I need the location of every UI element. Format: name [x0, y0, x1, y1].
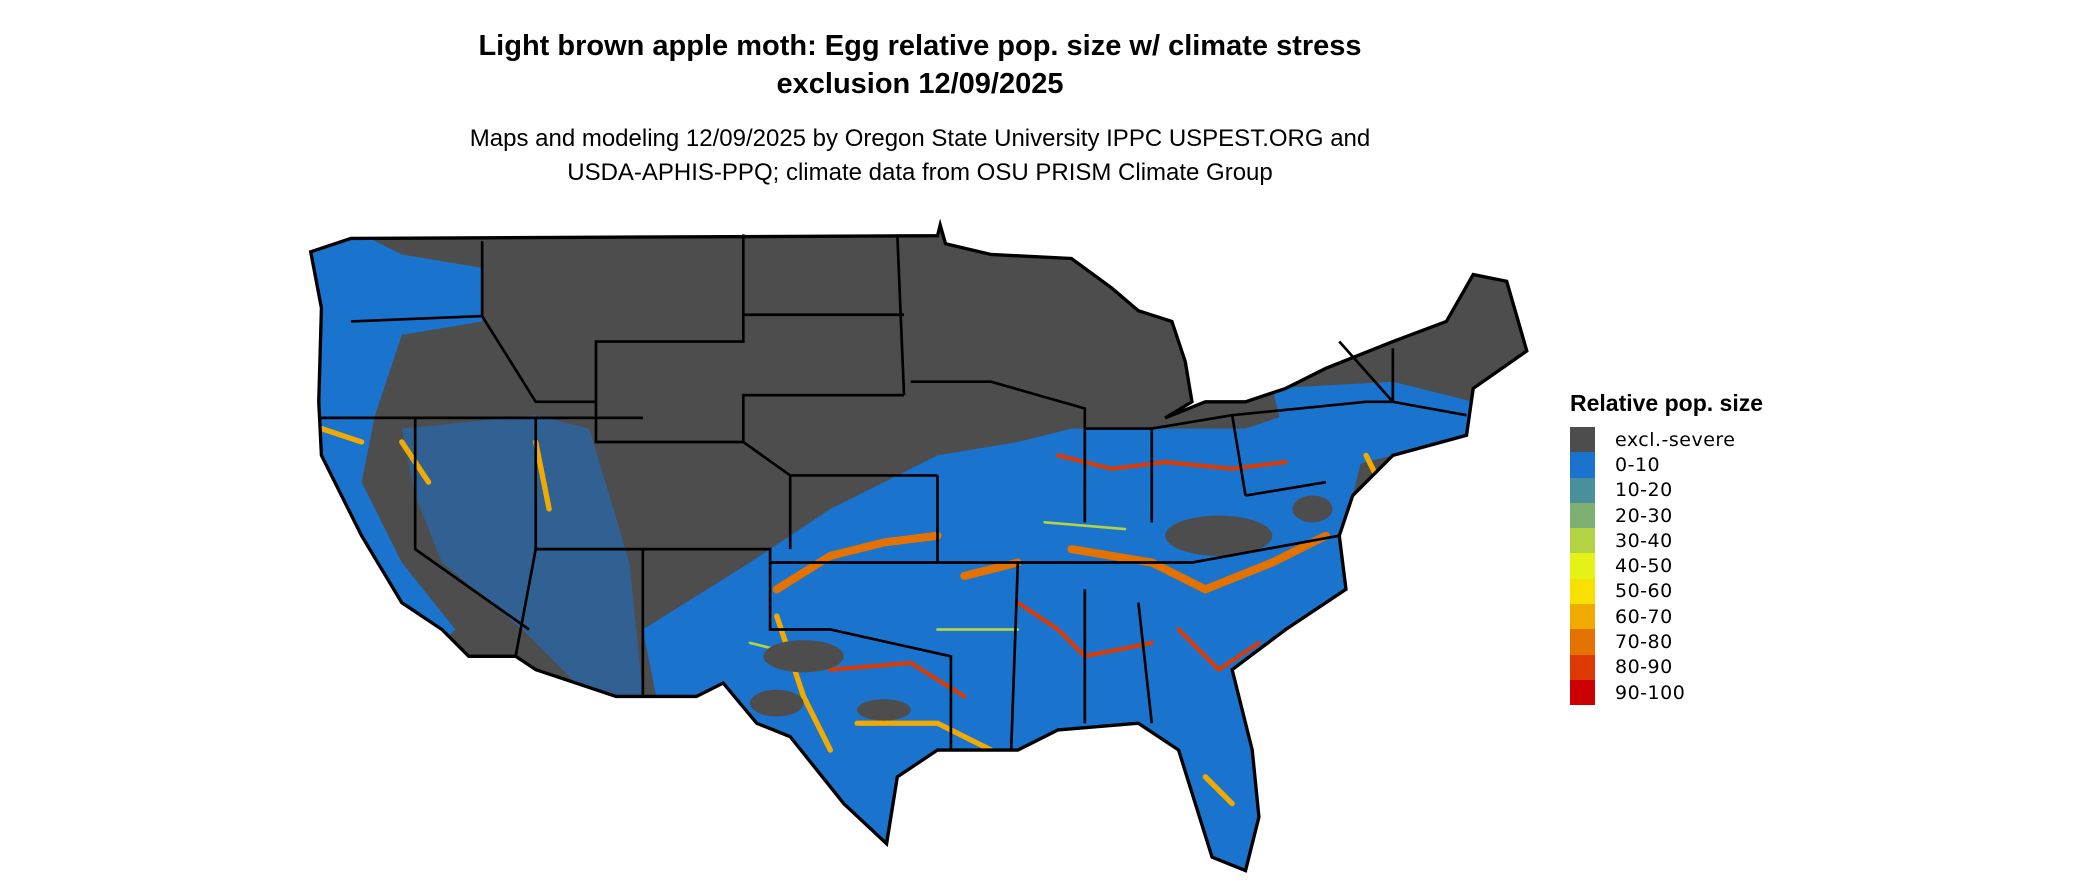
us-outline — [308, 218, 1529, 873]
legend-label: 90-100 — [1615, 681, 1686, 704]
region-interior-west — [401, 415, 643, 697]
legend-item: 20-30 — [1570, 502, 1763, 529]
suitability-layer — [310, 234, 1474, 871]
legend-swatch — [1570, 629, 1595, 655]
legend-swatch — [1570, 553, 1595, 579]
legend-item: 0-10 — [1570, 452, 1763, 478]
legend-items: excl.-severe 0-10 10-20 20-30 30-40 40-50 50-6… — [1570, 427, 1763, 706]
legend-item: 70-80 — [1570, 629, 1763, 655]
legend-swatch — [1570, 654, 1595, 680]
excluded-patches — [750, 495, 1333, 721]
legend-item: 40-50 — [1570, 553, 1763, 579]
legend-swatch — [1570, 502, 1595, 529]
legend-label: excl.-severe — [1615, 428, 1736, 451]
map-title-line2: exclusion 12/09/2025 — [776, 68, 1064, 100]
legend-label: 0-10 — [1615, 453, 1661, 476]
legend-title: Relative pop. size — [1570, 390, 1764, 416]
legend-item: 50-60 — [1570, 578, 1763, 605]
legend-item: 90-100 — [1570, 679, 1763, 706]
legend-label: 70-80 — [1615, 631, 1673, 654]
high-suitability-streaks — [318, 425, 1383, 807]
map-title-line1: Light brown apple moth: Egg relative pop… — [478, 30, 1362, 62]
legend-item: 30-40 — [1570, 528, 1763, 554]
legend-swatch — [1570, 452, 1595, 478]
legend-item: excl.-severe — [1570, 427, 1763, 453]
map-subtitle-line2: USDA-APHIS-PPQ; climate data from OSU PR… — [567, 159, 1273, 186]
legend-item: 80-90 — [1570, 654, 1763, 680]
legend-item: 60-70 — [1570, 604, 1763, 630]
legend-swatch — [1570, 578, 1595, 605]
legend-label: 10-20 — [1615, 479, 1673, 502]
region-southeast — [642, 401, 1367, 871]
legend-label: 20-30 — [1615, 504, 1673, 527]
legend-swatch — [1570, 427, 1595, 453]
legend-label: 50-60 — [1615, 580, 1673, 603]
state-borders — [318, 234, 1467, 751]
legend-label: 60-70 — [1615, 605, 1673, 628]
legend-label: 80-90 — [1615, 656, 1673, 679]
region-west-coast — [310, 234, 483, 657]
legend-swatch — [1570, 528, 1595, 554]
legend-swatch — [1570, 477, 1595, 503]
legend-label: 40-50 — [1615, 555, 1673, 578]
legend-item: 10-20 — [1570, 477, 1763, 503]
legend-swatch — [1570, 679, 1595, 706]
legend-swatch — [1570, 604, 1595, 630]
map-subtitle-line1: Maps and modeling 12/09/2025 by Oregon S… — [469, 125, 1371, 152]
legend-label: 30-40 — [1615, 529, 1673, 552]
legend: Relative pop. size excl.-severe 0-10 10-20… — [1570, 390, 1764, 706]
